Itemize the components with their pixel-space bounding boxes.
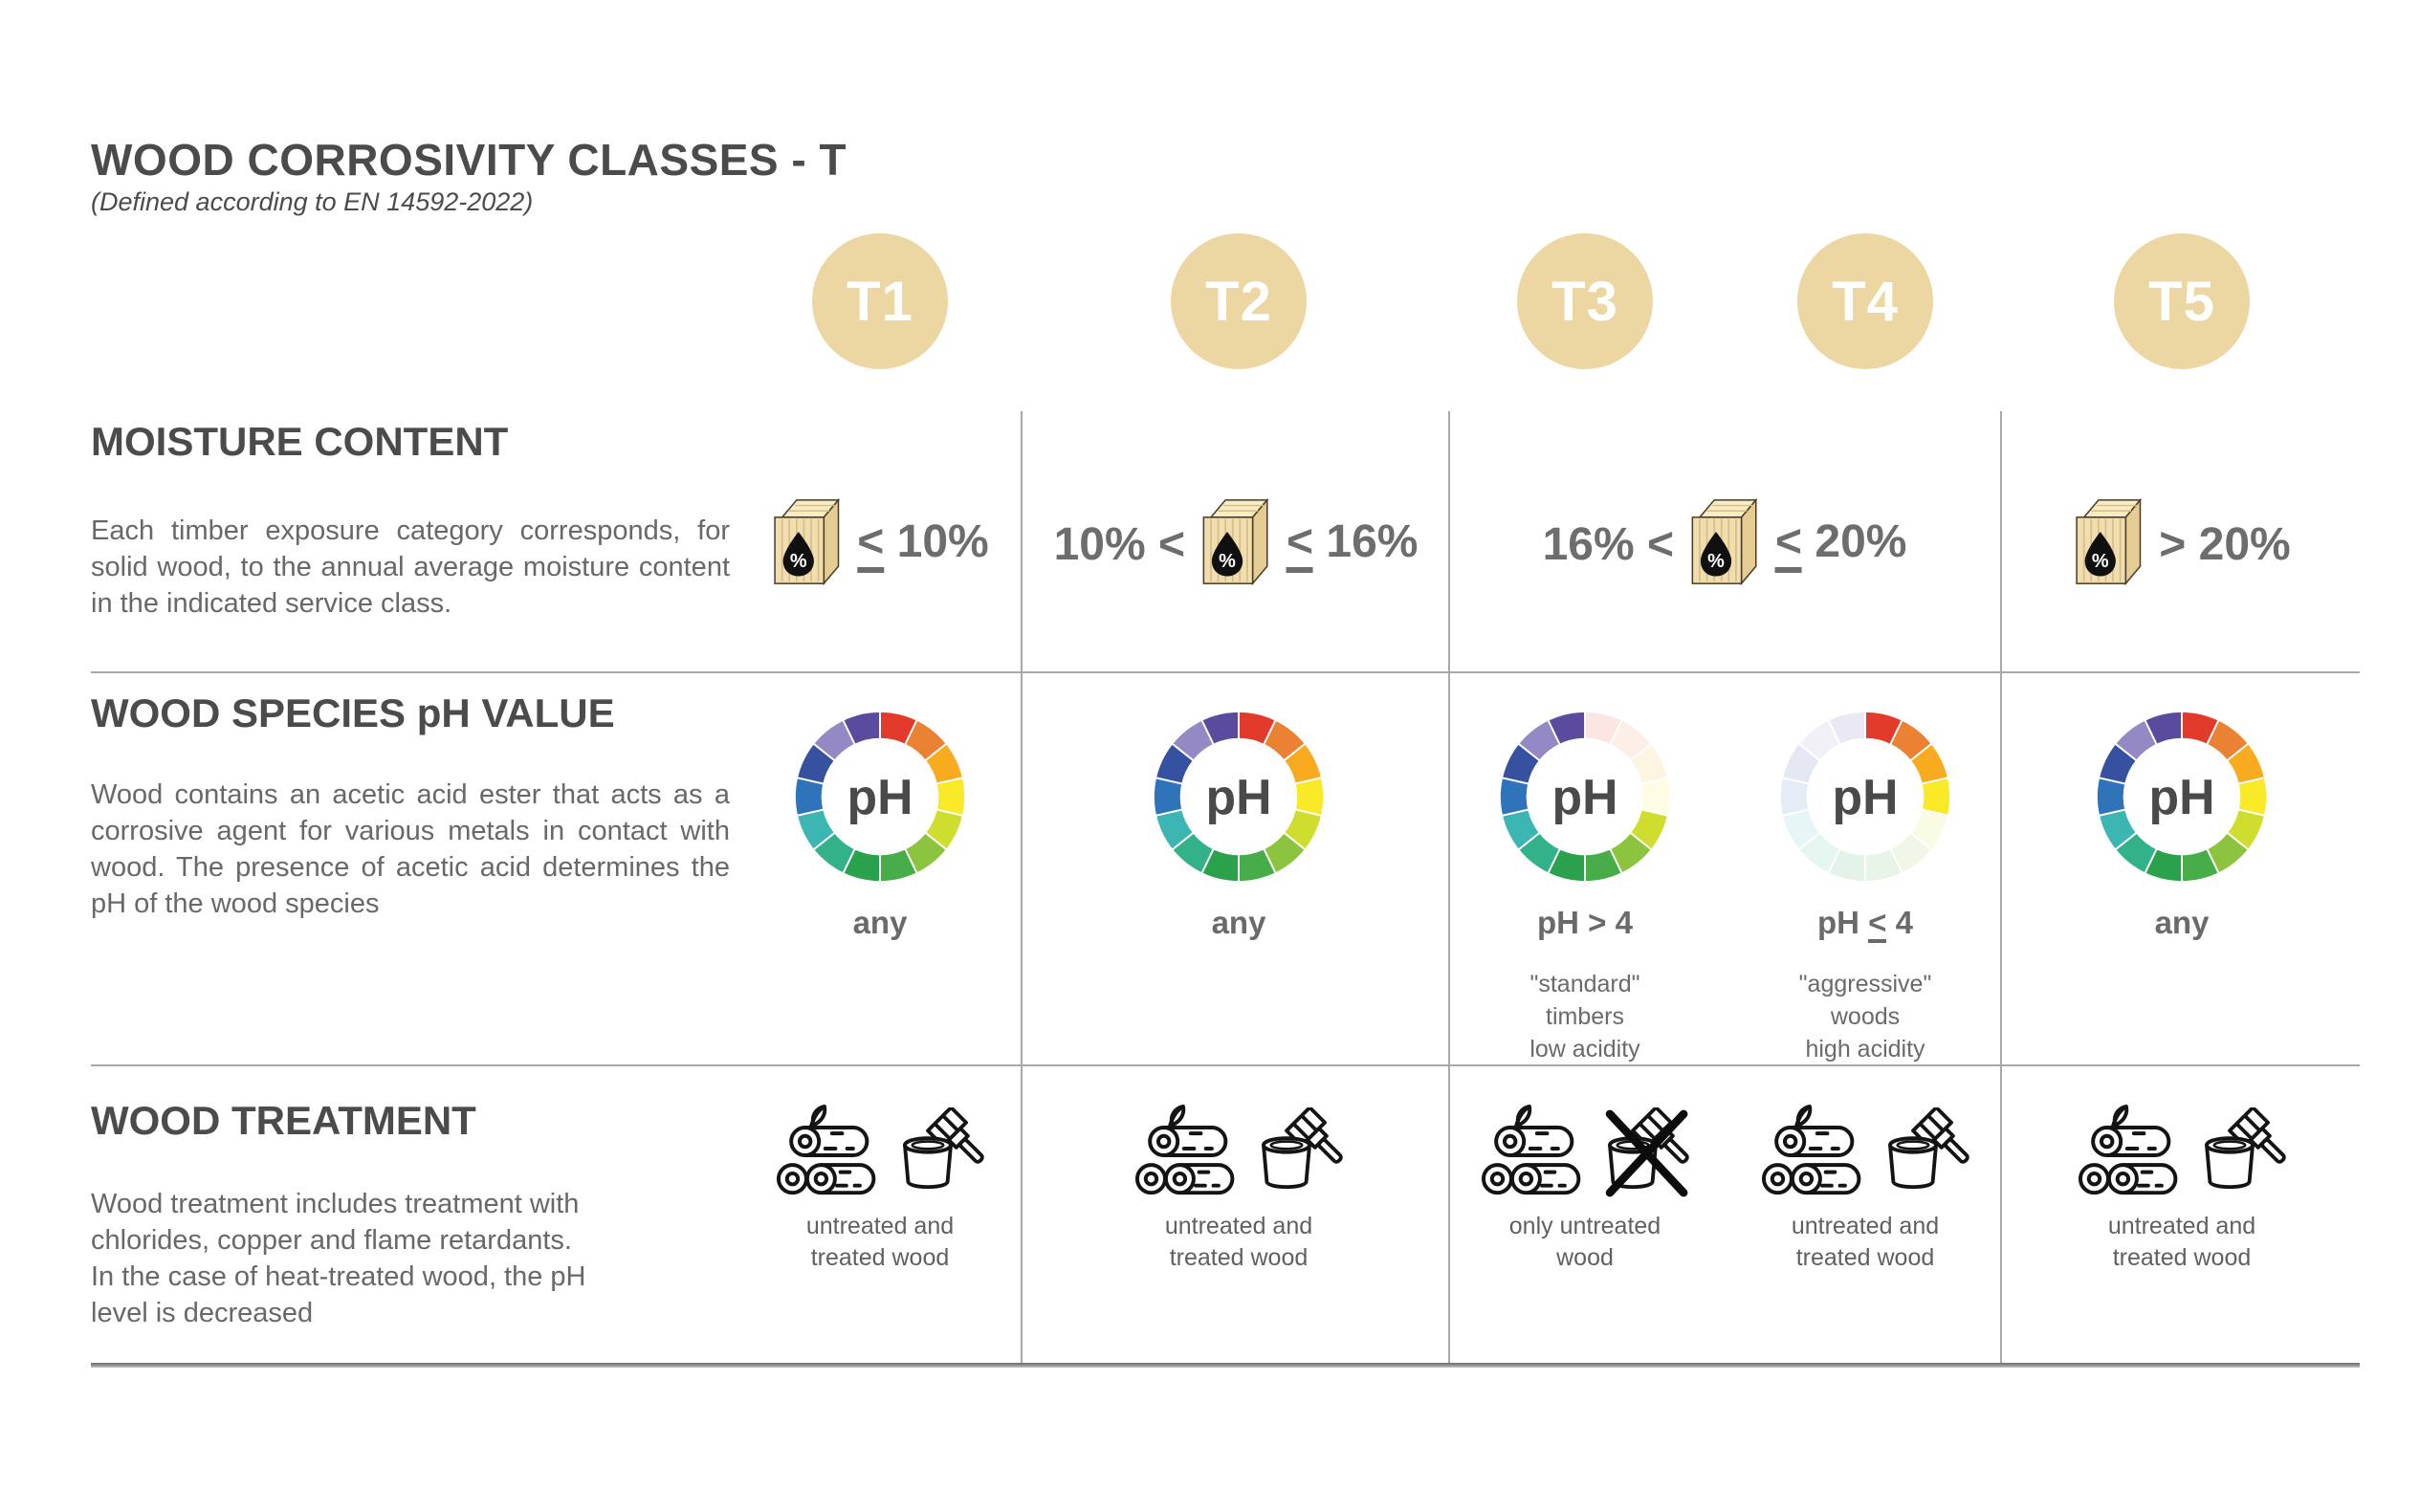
ph-wheel-center-label: pH (1206, 769, 1272, 824)
ph-value-label-t5: any (2154, 905, 2210, 940)
moisture-cell-t3-t4: 16% <% < 20% (1542, 495, 1906, 593)
column-divider-t2-t3 (1448, 411, 1450, 1365)
ph-wheel-t3: pH (1498, 710, 1672, 884)
class-badge-t4: T4 (1797, 233, 1933, 369)
treatment-icons-t3 (1480, 1102, 1690, 1199)
moisture-value-suffix: < 10% (857, 515, 989, 573)
ph-value-label-t4: pH < 4 (1703, 905, 2028, 944)
ph-wheel-center-label: pH (1552, 769, 1618, 824)
row-divider-ph (91, 1064, 2360, 1066)
ph-caption-t3: "standard" timbers low acidity (1529, 971, 1640, 1063)
ph-color-wheel-icon: pH (1498, 710, 1672, 884)
moisture-cell-t1: % < 10% (771, 495, 989, 593)
paint-bucket-brush-icon (1262, 1107, 1343, 1190)
paint-bucket-brush-icon (2205, 1107, 2286, 1190)
page-title: WOOD CORROSIVITY CLASSES - T (91, 135, 847, 185)
treatment-icons-t2 (1133, 1102, 1344, 1199)
moisture-cell-t2: 10% <% < 16% (1053, 495, 1418, 593)
treatment-icons-t4 (1760, 1102, 1970, 1199)
treatment-icons-t5 (2077, 1102, 2287, 1199)
class-badge-t3: T3 (1517, 233, 1653, 369)
wood-block-moisture-icon: % (2076, 497, 2143, 586)
wood-block-moisture-icon: % (1203, 497, 1269, 586)
moisture-section-description: Each timber exposure category correspond… (91, 515, 730, 619)
ph-wheel-t5: pH (2095, 710, 2269, 884)
row-divider-moisture (91, 671, 2360, 673)
ph-section-heading: WOOD SPECIES pH VALUE (91, 690, 615, 735)
less-equal-symbol: < (1868, 907, 1887, 944)
wood-logs-icon (2078, 1105, 2178, 1195)
svg-text:%: % (1708, 551, 1726, 572)
moisture-cell-t5: % > 20% (2073, 495, 2291, 593)
wood-logs-icon (776, 1105, 876, 1195)
class-badge-t2: T2 (1171, 233, 1307, 369)
ph-color-wheel-icon: pH (2095, 710, 2269, 884)
column-divider-t4-t5 (2000, 411, 2002, 1365)
moisture-box-icon-wrap: % (2073, 495, 2144, 593)
column-divider-t1-t2 (1021, 411, 1023, 1365)
ph-color-wheel-icon: pH (1152, 710, 1326, 884)
wood-block-moisture-icon: % (1692, 497, 1758, 586)
moisture-section-heading: MOISTURE CONTENT (91, 419, 509, 464)
treatment-caption-t3: only untreated wood (1508, 1213, 1661, 1271)
less-equal-symbol: < (1287, 519, 1314, 573)
ph-value-label-t2: any (1211, 905, 1266, 940)
treatment-caption-t5: untreated and treated wood (2107, 1213, 2256, 1271)
ph-value-label-t1: any (852, 905, 908, 940)
wood-logs-icon (1481, 1105, 1581, 1195)
ph-color-wheel-icon: pH (1778, 710, 1952, 884)
table-bottom-line (91, 1363, 2360, 1368)
ph-wheel-center-label: pH (2149, 769, 2215, 824)
wood-logs-icon (1134, 1105, 1235, 1195)
moisture-box-icon-wrap: % (1200, 495, 1271, 593)
class-badge-t1: T1 (812, 233, 948, 369)
class-badge-t5: T5 (2114, 233, 2250, 369)
ph-wheel-t4: pH (1778, 710, 1952, 884)
wood-block-moisture-icon: % (774, 497, 841, 586)
ph-value-label-t3: pH > 4 (1537, 905, 1633, 940)
treatment-section-heading: WOOD TREATMENT (91, 1098, 476, 1143)
moisture-value-suffix: < 16% (1287, 515, 1418, 573)
less-equal-symbol: < (1775, 519, 1803, 573)
ph-wheel-t2: pH (1152, 710, 1326, 884)
ph-wheel-t1: pH (793, 710, 967, 884)
wood-logs-icon (1761, 1105, 1861, 1195)
crossed-paint-bucket-icon (1605, 1107, 1689, 1197)
treatment-caption-t4: untreated and treated wood (1791, 1213, 1940, 1271)
svg-text:%: % (1220, 551, 1237, 572)
svg-text:%: % (2092, 551, 2109, 572)
ph-color-wheel-icon: pH (793, 710, 967, 884)
less-equal-symbol: < (857, 519, 885, 573)
treatment-section-description: Wood treatment includes treatment with c… (91, 1189, 586, 1328)
ph-wheel-center-label: pH (1833, 769, 1899, 824)
moisture-value-prefix: 16% < (1542, 518, 1674, 570)
treatment-caption-t1: untreated and treated wood (805, 1213, 955, 1271)
moisture-value-prefix: 10% < (1053, 518, 1185, 570)
moisture-value-suffix: > 20% (2159, 518, 2291, 570)
ph-caption-t4: "aggressive" woods high acidity (1798, 971, 1932, 1063)
treatment-icons-t1 (775, 1102, 985, 1199)
treatment-caption-t2: untreated and treated wood (1164, 1213, 1313, 1271)
moisture-value-suffix: < 20% (1775, 515, 1906, 573)
page-subtitle: (Defined according to EN 14592-2022) (91, 187, 534, 216)
ph-section-description: Wood contains an acetic acid ester that … (91, 779, 730, 919)
svg-text:%: % (790, 551, 807, 572)
moisture-box-icon-wrap: % (1689, 495, 1760, 593)
ph-wheel-center-label: pH (847, 769, 913, 824)
paint-bucket-brush-icon (903, 1107, 984, 1190)
moisture-box-icon-wrap: % (771, 495, 842, 593)
paint-bucket-brush-icon (1888, 1107, 1969, 1190)
